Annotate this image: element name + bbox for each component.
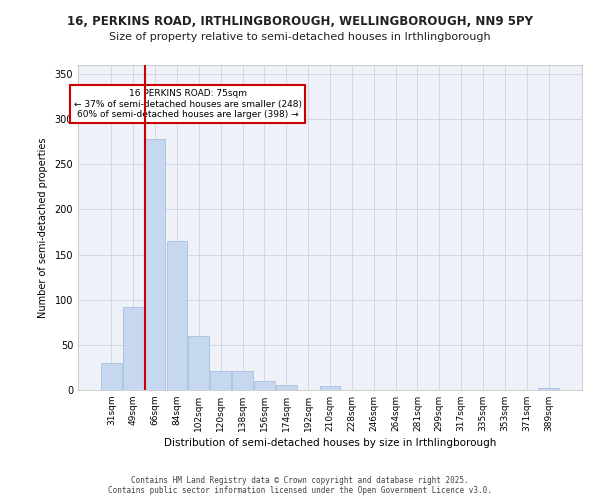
Bar bbox=[188, 336, 209, 390]
Bar bbox=[320, 386, 340, 390]
Bar bbox=[254, 381, 275, 390]
Text: Size of property relative to semi-detached houses in Irthlingborough: Size of property relative to semi-detach… bbox=[109, 32, 491, 42]
Bar bbox=[123, 307, 143, 390]
Text: 16 PERKINS ROAD: 75sqm
← 37% of semi-detached houses are smaller (248)
60% of se: 16 PERKINS ROAD: 75sqm ← 37% of semi-det… bbox=[74, 89, 302, 119]
Bar bbox=[167, 241, 187, 390]
Bar bbox=[145, 139, 166, 390]
Text: Contains HM Land Registry data © Crown copyright and database right 2025.
Contai: Contains HM Land Registry data © Crown c… bbox=[108, 476, 492, 495]
Bar bbox=[232, 371, 253, 390]
Bar bbox=[538, 388, 559, 390]
Y-axis label: Number of semi-detached properties: Number of semi-detached properties bbox=[38, 137, 47, 318]
Text: 16, PERKINS ROAD, IRTHLINGBOROUGH, WELLINGBOROUGH, NN9 5PY: 16, PERKINS ROAD, IRTHLINGBOROUGH, WELLI… bbox=[67, 15, 533, 28]
Bar bbox=[101, 363, 122, 390]
Bar bbox=[210, 371, 231, 390]
Bar bbox=[276, 386, 296, 390]
X-axis label: Distribution of semi-detached houses by size in Irthlingborough: Distribution of semi-detached houses by … bbox=[164, 438, 496, 448]
